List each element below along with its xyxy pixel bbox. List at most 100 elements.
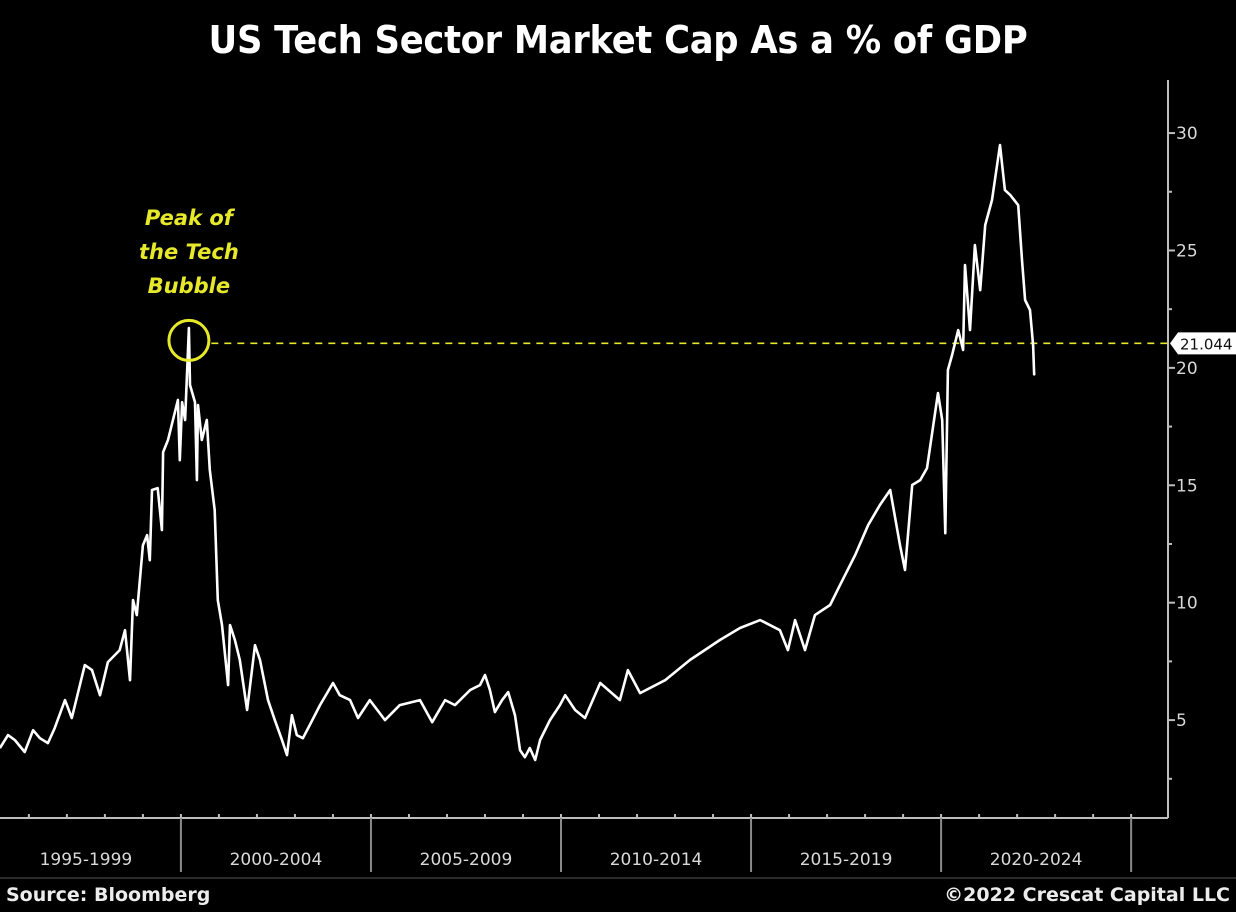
data-point xyxy=(979,289,981,291)
data-point xyxy=(319,704,321,706)
data-point xyxy=(84,664,86,666)
data-point xyxy=(501,699,503,701)
chart-title: US Tech Sector Market Cap As a % of GDP xyxy=(208,18,1028,62)
data-point xyxy=(339,694,341,696)
axes: 5 10 15 20 25 30 1995-1999 2000-2004 2005-2009 20… xyxy=(0,80,1236,879)
source-note: Source: Bloomberg xyxy=(6,884,211,906)
data-point xyxy=(689,659,691,661)
series-line xyxy=(0,143,1036,762)
data-point xyxy=(991,199,993,201)
data-point xyxy=(719,639,721,641)
data-point xyxy=(1021,259,1023,261)
data-point xyxy=(969,329,971,331)
data-point xyxy=(24,751,26,753)
data-point xyxy=(239,659,241,661)
data-point xyxy=(564,694,566,696)
data-point xyxy=(539,739,541,741)
data-point xyxy=(584,717,586,719)
data-point xyxy=(941,419,943,421)
data-point xyxy=(444,699,446,701)
data-point xyxy=(619,699,621,701)
data-point xyxy=(309,724,311,726)
data-point xyxy=(201,439,203,441)
data-point xyxy=(142,544,144,546)
data-point xyxy=(136,614,138,616)
data-point xyxy=(469,689,471,691)
data-point xyxy=(454,704,456,706)
data-point xyxy=(962,349,964,351)
data-point xyxy=(47,742,49,744)
data-point xyxy=(229,624,231,626)
data-point xyxy=(254,644,256,646)
x-period-label: 1995-1999 xyxy=(40,850,133,870)
x-period-label: 2000-2004 xyxy=(230,850,323,870)
data-point xyxy=(867,524,869,526)
data-point xyxy=(91,669,93,671)
data-point xyxy=(787,649,789,651)
data-point xyxy=(999,144,1001,146)
data-point xyxy=(281,739,283,741)
data-point xyxy=(839,584,841,586)
data-point xyxy=(534,759,536,761)
data-point xyxy=(296,734,298,736)
data-point xyxy=(162,451,164,453)
data-point xyxy=(559,704,561,706)
annotation-circle-marker xyxy=(167,318,211,362)
data-point xyxy=(1032,344,1034,346)
data-point xyxy=(1024,299,1026,301)
data-point xyxy=(957,329,959,331)
data-point xyxy=(124,629,126,631)
data-point xyxy=(639,692,641,694)
data-point xyxy=(524,756,526,758)
data-point xyxy=(357,717,359,719)
y-tick-label: 30 xyxy=(1176,124,1198,144)
data-point xyxy=(206,419,208,421)
reference-line-group: 21.044 xyxy=(211,332,1236,355)
x-period-label: 2005-2009 xyxy=(420,850,513,870)
data-point xyxy=(664,679,666,681)
y-tick-label: 5 xyxy=(1176,711,1187,731)
data-point xyxy=(119,649,121,651)
data-point xyxy=(739,627,741,629)
data-point xyxy=(507,691,509,693)
data-point xyxy=(1017,204,1019,206)
data-point xyxy=(627,669,629,671)
data-point xyxy=(759,619,761,621)
data-point xyxy=(829,604,831,606)
data-point xyxy=(804,649,806,651)
data-point xyxy=(984,224,986,226)
data-point xyxy=(181,401,183,403)
x-period-label: 2010-2014 xyxy=(610,850,703,870)
y-tick-label: 10 xyxy=(1176,594,1198,614)
annotation-text: the Tech xyxy=(139,240,239,264)
data-point xyxy=(399,704,401,706)
data-point xyxy=(431,721,433,723)
data-point xyxy=(369,699,371,701)
x-period-label: 2015-2019 xyxy=(800,850,893,870)
data-point xyxy=(146,534,148,536)
data-point xyxy=(302,737,304,739)
data-point xyxy=(209,469,211,471)
data-point xyxy=(1004,189,1006,191)
data-point xyxy=(926,467,928,469)
data-point xyxy=(549,719,551,721)
data-point xyxy=(1029,309,1031,311)
data-point xyxy=(291,714,293,716)
data-point xyxy=(947,369,949,371)
data-point xyxy=(179,459,181,461)
data-point xyxy=(0,747,1,749)
y-tick-label: 15 xyxy=(1176,476,1198,496)
data-point xyxy=(227,684,229,686)
copyright-note: ©2022 Crescat Capital LLC xyxy=(944,884,1230,906)
reference-value-label: 21.044 xyxy=(1180,335,1233,353)
data-point xyxy=(1009,194,1011,196)
data-point xyxy=(1033,374,1035,376)
data-point xyxy=(194,401,196,403)
data-point xyxy=(54,727,56,729)
data-point xyxy=(167,439,169,441)
data-point xyxy=(904,569,906,571)
data-point xyxy=(879,504,881,506)
data-point xyxy=(246,709,248,711)
data-point xyxy=(188,327,190,329)
